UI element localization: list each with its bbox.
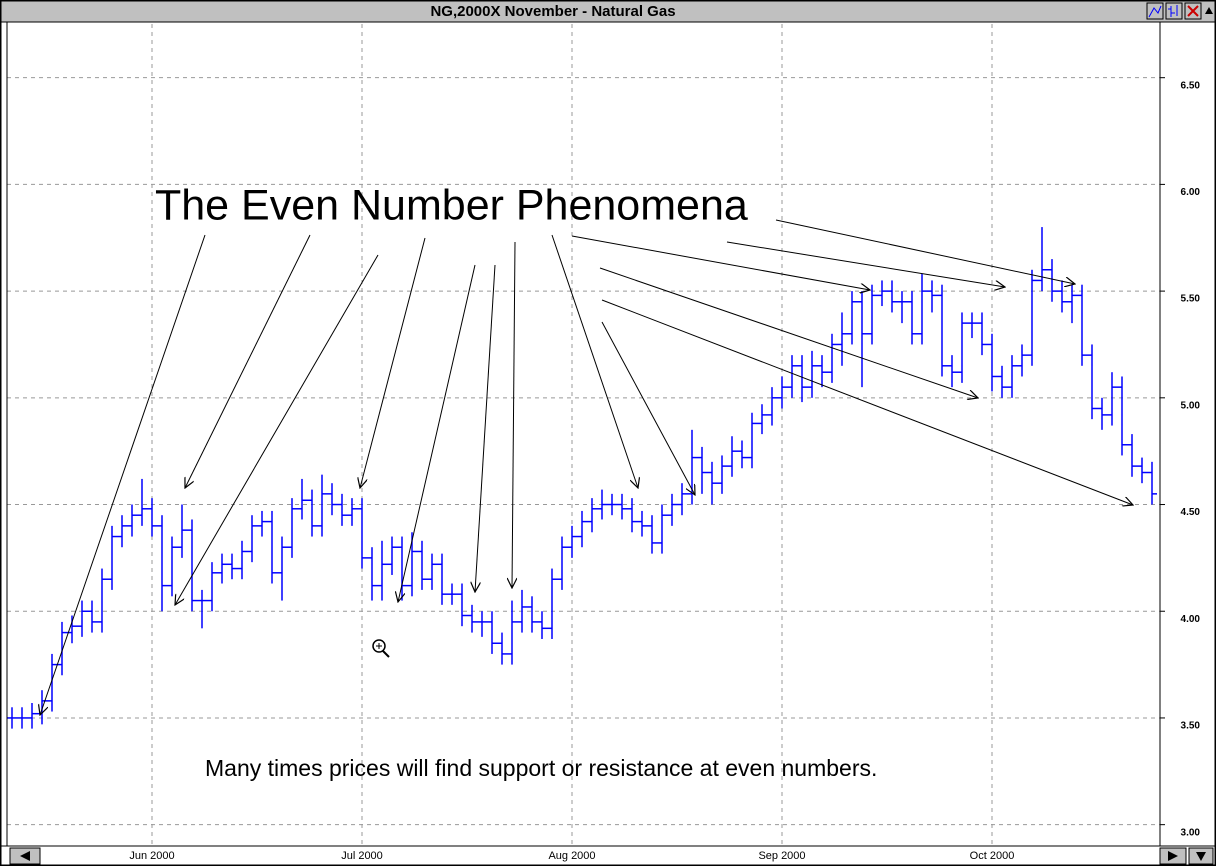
arrow [475,264,496,592]
y-tick-label: 5.00 [1181,400,1201,411]
scroll-down-icon [1196,852,1206,861]
arrow [571,235,870,290]
zoom-cursor [372,639,390,658]
y-tick-label: 5.50 [1181,294,1201,305]
chart-button[interactable] [1146,2,1164,20]
x-tick-label: Sep 2000 [758,850,805,862]
chart-button-icon [1148,5,1162,18]
x-tick-label: Jun 2000 [129,850,174,862]
bars-button[interactable] [1165,2,1183,20]
scroll-left-icon [20,851,30,861]
y-tick-label: 3.50 [1181,721,1201,732]
plot-area: 3.00 3.50 4.00 4.50 5.00 5.50 6.00 6.50 [7,24,1200,846]
arrow [726,241,1005,287]
arrow [512,241,515,588]
arrow [599,267,978,398]
y-tick-label: 6.50 [1181,80,1201,91]
scroll-right-icon [1168,851,1178,861]
close-button-icon [1187,5,1199,17]
arrow [40,234,206,715]
title-bar [0,0,1216,22]
x-tick-label: Jul 2000 [341,850,383,862]
window-title: NG,2000X November - Natural Gas [430,3,675,20]
y-tick-label: 6.00 [1181,187,1201,198]
arrow [601,321,695,495]
arrow [175,254,379,605]
arrow [398,264,476,602]
x-tick-label: Aug 2000 [548,850,595,862]
arrows [40,219,1133,715]
arrow [551,234,638,488]
arrow [185,234,311,488]
scroll-up-button[interactable] [1205,7,1213,14]
annotation-note: Many times prices will find support or r… [205,755,877,781]
scrollbar [0,846,1216,866]
arrow [601,299,1133,505]
x-tick-label: Oct 2000 [970,850,1015,862]
y-tick-label: 4.50 [1181,507,1201,518]
y-tick-label: 4.00 [1181,614,1201,625]
arrow [360,237,426,488]
bars-button-icon [1168,5,1178,17]
y-tick-label: 3.00 [1181,827,1201,838]
annotation-title: The Even Number Phenomena [155,181,748,229]
arrow [775,219,1075,284]
